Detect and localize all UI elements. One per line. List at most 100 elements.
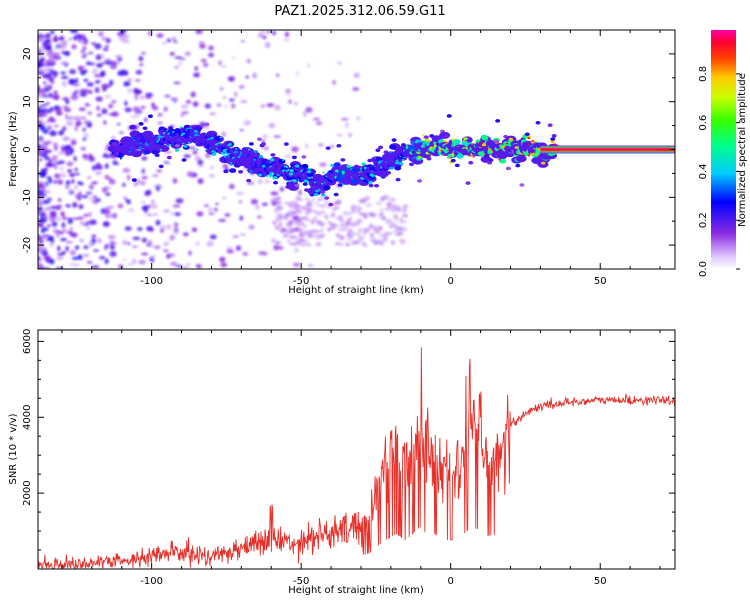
spectrogram-noise-blob [39, 124, 46, 131]
spectrogram-noise-blob [199, 44, 206, 49]
snr-frame [37, 329, 676, 570]
spectrogram-noise-blob [122, 258, 127, 261]
spectrogram-noise-blob [67, 169, 73, 173]
spectrogram-noise-blob [205, 125, 210, 130]
spectrogram-noise-blob [57, 160, 65, 164]
spectrogram-noise-blob [124, 100, 128, 107]
spectrogram-ridge-cell [109, 142, 113, 145]
spectrogram-noise-blob [305, 197, 309, 201]
spectrogram-noise-blob [203, 204, 210, 208]
spectrogram-noise-blob [270, 191, 279, 196]
spectrogram-noise-blob [61, 80, 68, 87]
spectrogram-noise-blob [259, 30, 266, 35]
spectrogram-ridge-cell [340, 158, 346, 162]
spectrogram-noise-blob [284, 31, 290, 37]
spectrogram-noise-blob [41, 216, 49, 219]
spectrogram-noise-blob [74, 89, 80, 95]
spectrogram-noise-blob [382, 194, 390, 200]
spectrogram-noise-blob [141, 205, 149, 211]
spectrogram-noise-blob [38, 125, 41, 129]
spectrogram-noise-blob [60, 71, 66, 75]
spectrogram-noise-blob [345, 242, 350, 247]
spectrogram-ridge-cell [368, 180, 373, 184]
spectrogram-noise-blob [302, 231, 309, 234]
spectrogram-noise-blob [198, 41, 206, 45]
spectrogram-noise-blob [196, 211, 204, 217]
spectrogram-noise-blob [219, 256, 226, 263]
snr-y-tick-label: 4000 [22, 405, 33, 430]
spectrogram-noise-blob [298, 232, 303, 237]
spectrogram-ridge-cell [333, 162, 341, 168]
spectrogram-noise-blob [360, 212, 368, 216]
spectrogram-noise-blob [88, 62, 96, 66]
spectrogram-noise-blob [38, 158, 43, 162]
spectrogram-noise-blob [148, 204, 152, 208]
spectrogram-noise-blob [75, 121, 79, 127]
spectrogram-noise-blob [105, 213, 111, 219]
spectrogram-noise-blob [56, 217, 62, 221]
spectrogram-noise-blob [54, 173, 61, 179]
spectrogram-noise-blob [272, 220, 277, 226]
spectrogram-noise-blob [82, 127, 86, 132]
spectrogram-ridge-cell [194, 129, 197, 132]
spectrogram-ridge-cell [225, 148, 228, 151]
spectrogram-noise-blob [344, 221, 349, 227]
spectrogram-noise-blob [162, 249, 169, 252]
spectrogram-ridge-cell [306, 172, 314, 177]
spectrogram-noise-blob [62, 126, 67, 131]
spectrogram-noise-blob [271, 238, 277, 244]
spectrogram-noise-blob [209, 234, 217, 240]
spectrogram-noise-blob [66, 116, 74, 120]
spectrogram-noise-blob [80, 40, 85, 45]
spectrogram-noise-blob [87, 111, 92, 115]
spectrogram-noise-blob [180, 57, 186, 61]
spectrogram-noise-blob [374, 230, 381, 234]
spectrogram-ridge-cell [333, 192, 339, 197]
spectrogram-noise-blob [38, 185, 43, 189]
spectrogram-noise-blob [319, 222, 325, 227]
spectrogram-noise-blob [43, 189, 52, 195]
spectrogram-noise-blob [224, 105, 228, 109]
spectrogram-noise-blob [311, 197, 317, 200]
spectrogram-noise-blob [83, 245, 89, 250]
spectrogram-noise-blob [216, 102, 222, 108]
spectrogram-noise-blob [348, 132, 352, 138]
spectrogram-noise-blob [151, 203, 158, 209]
spectrogram-noise-blob [63, 145, 72, 150]
spectrogram-noise-blob [126, 174, 131, 181]
snr-series-line [38, 347, 675, 569]
spectrogram-noise-blob [38, 223, 43, 227]
spectrogram-noise-blob [295, 196, 301, 199]
spectrogram-noise-blob [42, 113, 47, 117]
spectrogram-noise-blob [148, 239, 153, 246]
spectrogram-noise-blob [298, 189, 302, 196]
spectrogram-ridge-cell [271, 172, 274, 174]
spectrogram-ridge-cell [500, 143, 503, 146]
spectrogram-ridge-cell [375, 148, 381, 153]
spectrogram-ridge-cell [336, 144, 342, 148]
spectrogram-ridge-cell [166, 155, 172, 160]
spectrogram-noise-blob [272, 210, 279, 213]
spectrogram-noise-blob [156, 169, 163, 173]
spectrogram-noise-blob [150, 259, 155, 263]
spectrogram-noise-blob [76, 216, 85, 220]
spectrogram-noise-blob [318, 143, 324, 147]
spectrogram-noise-blob [93, 249, 100, 252]
spectrogram-ridge-cell [515, 155, 527, 163]
spectrogram-noise-blob [239, 100, 248, 103]
spectrogram-noise-blob [313, 210, 318, 214]
spectrogram-noise-blob [187, 171, 194, 178]
spectrogram-noise-blob [46, 127, 52, 130]
spectrogram-noise-blob [288, 214, 294, 218]
spectrogram-noise-blob [397, 232, 402, 236]
spectrogram-noise-blob [72, 83, 80, 87]
spectrogram-noise-blob [107, 234, 116, 240]
spectrogram-noise-blob [285, 222, 291, 227]
spectrogram-noise-blob [185, 99, 192, 104]
spectrogram-noise-blob [294, 247, 299, 253]
spectrogram-ridge-cell [547, 123, 553, 127]
spectrogram-noise-blob [365, 196, 370, 201]
spectrogram-noise-blob [38, 207, 43, 212]
spectrogram-noise-blob [336, 133, 343, 137]
spectrogram-noise-blob [69, 188, 73, 193]
